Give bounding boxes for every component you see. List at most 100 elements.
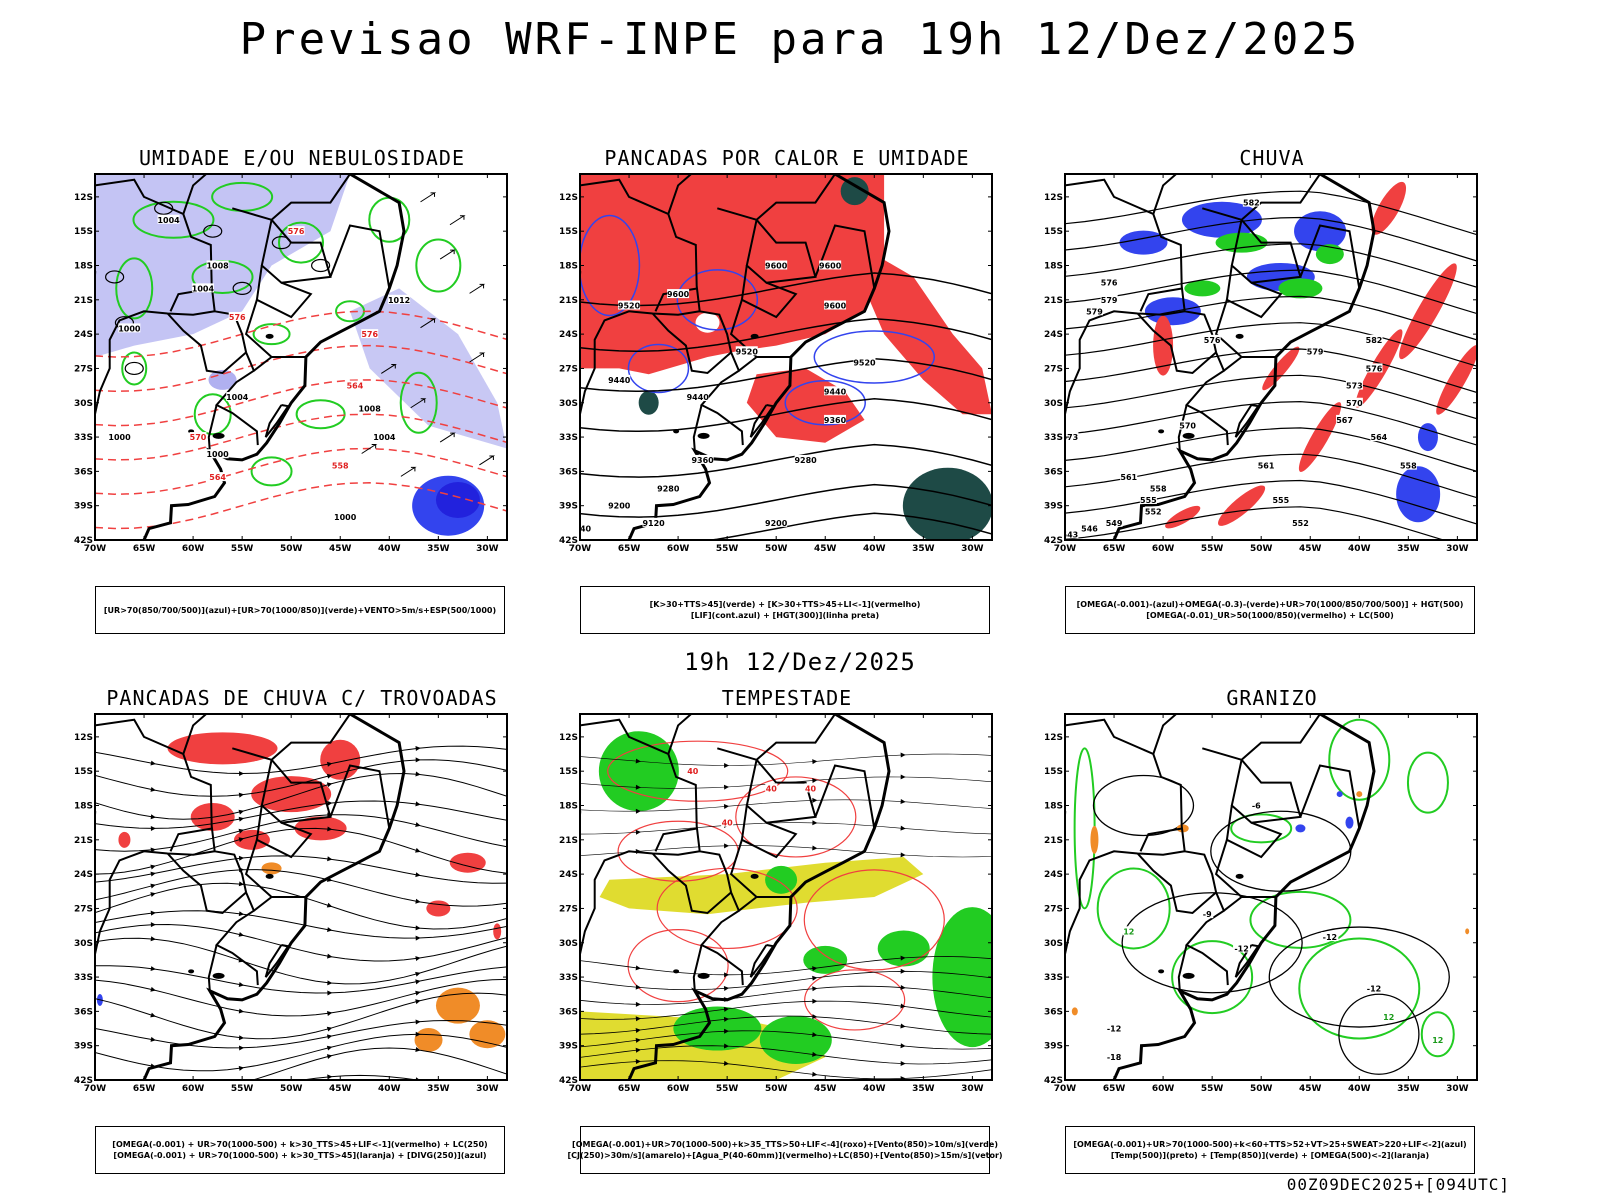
reservoir <box>1235 333 1244 339</box>
height-contour <box>1065 216 1477 262</box>
contour-label: 561 <box>1258 462 1275 471</box>
streamline-arrow <box>238 982 245 987</box>
streamline-arrow <box>238 1008 245 1014</box>
contour-label-bg <box>819 260 842 270</box>
wind-arrow <box>420 192 437 203</box>
contour-label: 9200 <box>608 502 631 511</box>
legend-line: [UR>70(850/700/500)](azul)+[UR>70(1000/8… <box>103 605 497 615</box>
political-border <box>253 356 273 372</box>
lat-label: 12S <box>559 733 578 743</box>
streamline-arrow <box>724 843 730 849</box>
streamline-arrow <box>812 986 818 992</box>
streamline-arrow <box>326 1054 333 1060</box>
lon-label: 70W <box>569 544 592 554</box>
streamline <box>95 1047 507 1080</box>
lat-label: 12S <box>1044 733 1063 743</box>
streamline <box>580 1000 992 1020</box>
height-contour <box>580 398 992 433</box>
contour-label-bg <box>228 311 246 321</box>
map-frame <box>1064 173 1478 541</box>
lon-label: 60W <box>182 1084 205 1094</box>
contour-label: -12 <box>1234 944 1248 953</box>
contour-label-bg <box>206 449 229 459</box>
lat-label: 36S <box>74 1007 93 1017</box>
streamline-arrow <box>635 1001 641 1007</box>
legend-line: [OMEGA(-0.001)-(azul)+OMEGA(-0.3)-(verde… <box>1076 600 1464 609</box>
panel-trovoadas: PANCADAS DE CHUVA C/ TROVOADAS 12S 15S 18S… <box>74 686 562 1186</box>
streamline-arrow <box>724 763 730 769</box>
lon-label: 45W <box>1299 1084 1322 1094</box>
lon-label: 55W <box>231 1084 254 1094</box>
streamline-arrow <box>327 1074 333 1080</box>
streamline-arrow <box>635 1059 641 1065</box>
lat-label: 12S <box>559 193 578 203</box>
streamline-arrow <box>238 931 245 937</box>
lon-label: 35W <box>912 544 935 554</box>
streamline-arrow <box>635 1027 641 1033</box>
political-border <box>329 764 391 829</box>
contour-label: 40 <box>805 784 817 793</box>
map-frame <box>94 173 508 541</box>
contour-label-bg <box>226 392 249 402</box>
wind-arrow <box>439 249 456 260</box>
teal-shade <box>840 177 869 206</box>
legend-line: [OMEGA(-0.01)_UR>50(1000/850)(vermelho) … <box>1146 611 1394 620</box>
contour-label-bg <box>1179 420 1197 430</box>
wind-shade <box>803 945 848 974</box>
lat-label: 30S <box>74 939 93 949</box>
streamline-arrow <box>812 820 818 826</box>
streamline-arrow <box>900 1043 906 1049</box>
lat-label: 33S <box>74 973 93 983</box>
streamline <box>580 1030 992 1050</box>
contour-label: 576 <box>1101 279 1118 288</box>
wind-shade <box>932 907 992 1048</box>
temp850-contour <box>1096 867 1171 950</box>
streamline-arrow <box>415 898 421 904</box>
contour-label-bg <box>108 432 131 442</box>
instability-shade <box>864 254 992 415</box>
panel-title: GRANIZO <box>1226 686 1318 710</box>
political-border <box>717 714 836 761</box>
contour-label-bg <box>1291 517 1309 527</box>
reservoir <box>1182 432 1195 439</box>
streamline-arrow <box>150 1012 156 1018</box>
thunder-shade <box>320 739 361 780</box>
contour-label-bg <box>1365 363 1383 373</box>
streamline-arrow <box>415 990 421 996</box>
political-border <box>651 312 732 375</box>
streamline-arrow <box>327 980 333 986</box>
streamline-arrow <box>900 984 906 990</box>
contour-label: 1000 <box>206 450 229 459</box>
lif-contour <box>627 343 690 394</box>
reservoir <box>1182 972 1195 979</box>
lat-label: 42S <box>74 536 93 546</box>
omega500-shade <box>1356 791 1363 798</box>
contour-label: 1004 <box>373 433 396 442</box>
streamline-arrow <box>415 935 421 941</box>
temp850-contour <box>1171 940 1254 1015</box>
contour-label-bg <box>1105 1052 1123 1062</box>
political-border <box>253 896 273 912</box>
contour-label: 12 <box>1432 1036 1443 1045</box>
contour-label: 1004 <box>157 216 180 225</box>
contour-label-bg <box>1100 294 1118 304</box>
contour-label-bg <box>1065 432 1079 442</box>
contour-label: 9520 <box>736 347 759 356</box>
contour-label: 564 <box>209 473 226 482</box>
lat-label: 27S <box>74 904 93 914</box>
contour-label: 555 <box>1272 496 1289 505</box>
streamline-arrow <box>900 1023 906 1029</box>
contour-label: 576 <box>288 227 305 236</box>
streamline-arrow <box>150 871 156 877</box>
streamline-arrow <box>415 999 421 1005</box>
streamline-arrow <box>900 825 906 831</box>
wind-arrow <box>410 398 427 409</box>
height-contour <box>1065 506 1446 540</box>
contour-label-bg <box>1065 529 1079 539</box>
contour-label: 573 <box>1346 382 1363 391</box>
contour-label-bg <box>1085 306 1103 316</box>
reservoir <box>673 429 680 434</box>
streamline-arrow <box>900 752 906 758</box>
lon-label: 45W <box>1299 544 1322 554</box>
